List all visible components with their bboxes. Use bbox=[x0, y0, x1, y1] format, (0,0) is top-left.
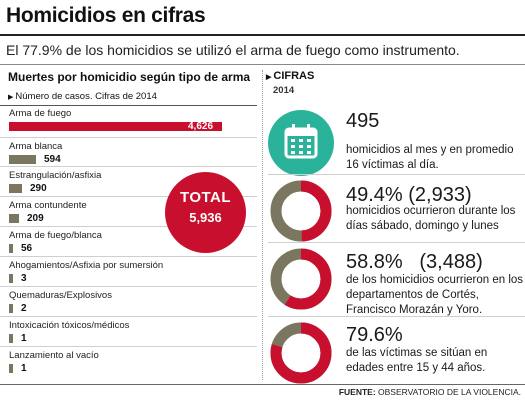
weapon-row: Arma de fuego/blanca 56 bbox=[0, 230, 257, 256]
title-divider bbox=[0, 34, 525, 36]
cifras-year: 2014 bbox=[273, 85, 295, 96]
total-label: TOTAL bbox=[179, 189, 232, 206]
weapon-row: Arma contundente 209 bbox=[0, 200, 257, 226]
caret-right-icon: ▶ bbox=[8, 94, 14, 101]
weapon-bar bbox=[9, 155, 36, 164]
weapon-category-label: Ahogamientos/Asfixia por sumersión bbox=[9, 260, 164, 271]
weapon-value-label: 290 bbox=[30, 183, 47, 194]
weapon-value-label: 1 bbox=[21, 333, 27, 344]
calendar-circle bbox=[268, 110, 334, 176]
weapon-value-label: 56 bbox=[21, 243, 33, 254]
weapon-value-label: 2 bbox=[21, 303, 27, 314]
weapon-row: Ahogamientos/Asfixia por sumersión 3 bbox=[0, 260, 257, 286]
page-subtitle: El 77.9% de los homicidios se utilizó el… bbox=[6, 42, 460, 58]
row-divider bbox=[0, 286, 257, 287]
weapon-category-label: Arma de fuego/blanca bbox=[9, 230, 102, 241]
weapon-category-label: Lanzamiento al vacío bbox=[9, 350, 99, 361]
calendar-glyph bbox=[284, 124, 318, 159]
weapon-bar bbox=[9, 274, 13, 283]
row-divider bbox=[0, 137, 257, 138]
subtitle-divider bbox=[0, 64, 525, 65]
cifras-title-text: CIFRAS bbox=[273, 70, 315, 82]
weapon-row: Intoxicación tóxicos/médicos 1 bbox=[0, 320, 257, 346]
weapon-bar bbox=[9, 184, 22, 193]
weapon-category-label: Intoxicación tóxicos/médicos bbox=[9, 320, 130, 331]
weapon-row: Estrangulación/asfixia 290 bbox=[0, 170, 257, 196]
weapon-category-label: Estrangulación/asfixia bbox=[9, 170, 102, 181]
donut-chart bbox=[270, 248, 332, 310]
weapon-value-label: 594 bbox=[44, 154, 61, 165]
stat-divider bbox=[268, 242, 525, 243]
weapon-category-label: Arma contundente bbox=[9, 200, 87, 211]
stat-description: de las víctimas se sitúan en edades entr… bbox=[346, 347, 488, 374]
stat-description: de los homicidios ocurrieron en los depa… bbox=[346, 274, 524, 316]
weapon-value-label: 209 bbox=[27, 213, 44, 224]
donut-share bbox=[270, 322, 332, 384]
total-badge: TOTAL 5,936 bbox=[165, 172, 246, 253]
row-divider bbox=[0, 256, 257, 257]
stat-value: 495 bbox=[346, 110, 380, 132]
weapon-value-label: 1 bbox=[21, 363, 27, 374]
donut-chart-icon bbox=[268, 246, 334, 312]
row-divider bbox=[0, 196, 257, 197]
stat-value: 79.6% bbox=[346, 324, 403, 346]
stat-value: 49.4% (2,933) bbox=[346, 184, 472, 206]
donut-chart bbox=[270, 322, 332, 384]
stat-divider bbox=[268, 316, 525, 317]
source-text: OBSERVATORIO DE LA VIOLENCIA. bbox=[375, 387, 521, 397]
column-divider bbox=[262, 70, 263, 380]
footer-divider bbox=[0, 384, 525, 385]
donut-chart-icon bbox=[268, 320, 334, 386]
total-value: 5,936 bbox=[189, 210, 222, 225]
weapon-value-label: 3 bbox=[21, 273, 27, 284]
stat-description: homicidios al mes y en promedio 16 vícti… bbox=[346, 144, 514, 171]
weapon-row: Lanzamiento al vacío 1 bbox=[0, 350, 257, 376]
stat-divider bbox=[268, 174, 525, 175]
donut-chart bbox=[270, 180, 332, 242]
donut-share bbox=[270, 180, 332, 242]
weapons-chart-title: Muertes por homicidio según tipo de arma bbox=[8, 70, 251, 84]
donut-chart-icon bbox=[268, 178, 334, 244]
weapon-bar bbox=[9, 244, 13, 253]
stat-value: 58.8% (3,488) bbox=[346, 251, 483, 273]
weapon-row: Quemaduras/Explosivos 2 bbox=[0, 290, 257, 316]
cifras-title: ▶ CIFRAS bbox=[266, 70, 314, 82]
caret-right-icon: ▶ bbox=[266, 74, 272, 81]
row-divider bbox=[0, 226, 257, 227]
weapon-category-label: Arma blanca bbox=[9, 141, 63, 152]
weapons-chart-caption: ▶ Número de casos. Cifras de 2014 bbox=[8, 91, 157, 102]
weapon-category-label: Arma de fuego bbox=[9, 108, 72, 119]
weapon-bar bbox=[9, 334, 13, 343]
weapon-category-label: Quemaduras/Explosivos bbox=[9, 290, 112, 301]
weapons-chart-caption-text: Número de casos. Cifras de 2014 bbox=[15, 91, 157, 102]
weapon-bar bbox=[9, 364, 13, 373]
weapon-row: Arma de fuego 4,626 bbox=[0, 108, 257, 134]
row-divider bbox=[0, 316, 257, 317]
row-divider bbox=[0, 346, 257, 347]
weapon-bar bbox=[9, 304, 13, 313]
weapons-chart-divider bbox=[0, 105, 257, 106]
page-title: Homicidios en cifras bbox=[6, 4, 206, 27]
source-note: FUENTE: OBSERVATORIO DE LA VIOLENCIA. bbox=[339, 387, 521, 397]
row-divider bbox=[0, 166, 257, 167]
weapon-value-label: 4,626 bbox=[188, 121, 214, 132]
weapon-row: Arma blanca 594 bbox=[0, 141, 257, 167]
weapon-bar bbox=[9, 122, 222, 131]
donut-share bbox=[270, 248, 332, 310]
weapon-bar bbox=[9, 214, 19, 223]
calendar-icon bbox=[268, 110, 334, 176]
stat-description: homicidios ocurrieron durante los días s… bbox=[346, 205, 516, 232]
source-label: FUENTE: bbox=[338, 387, 376, 397]
